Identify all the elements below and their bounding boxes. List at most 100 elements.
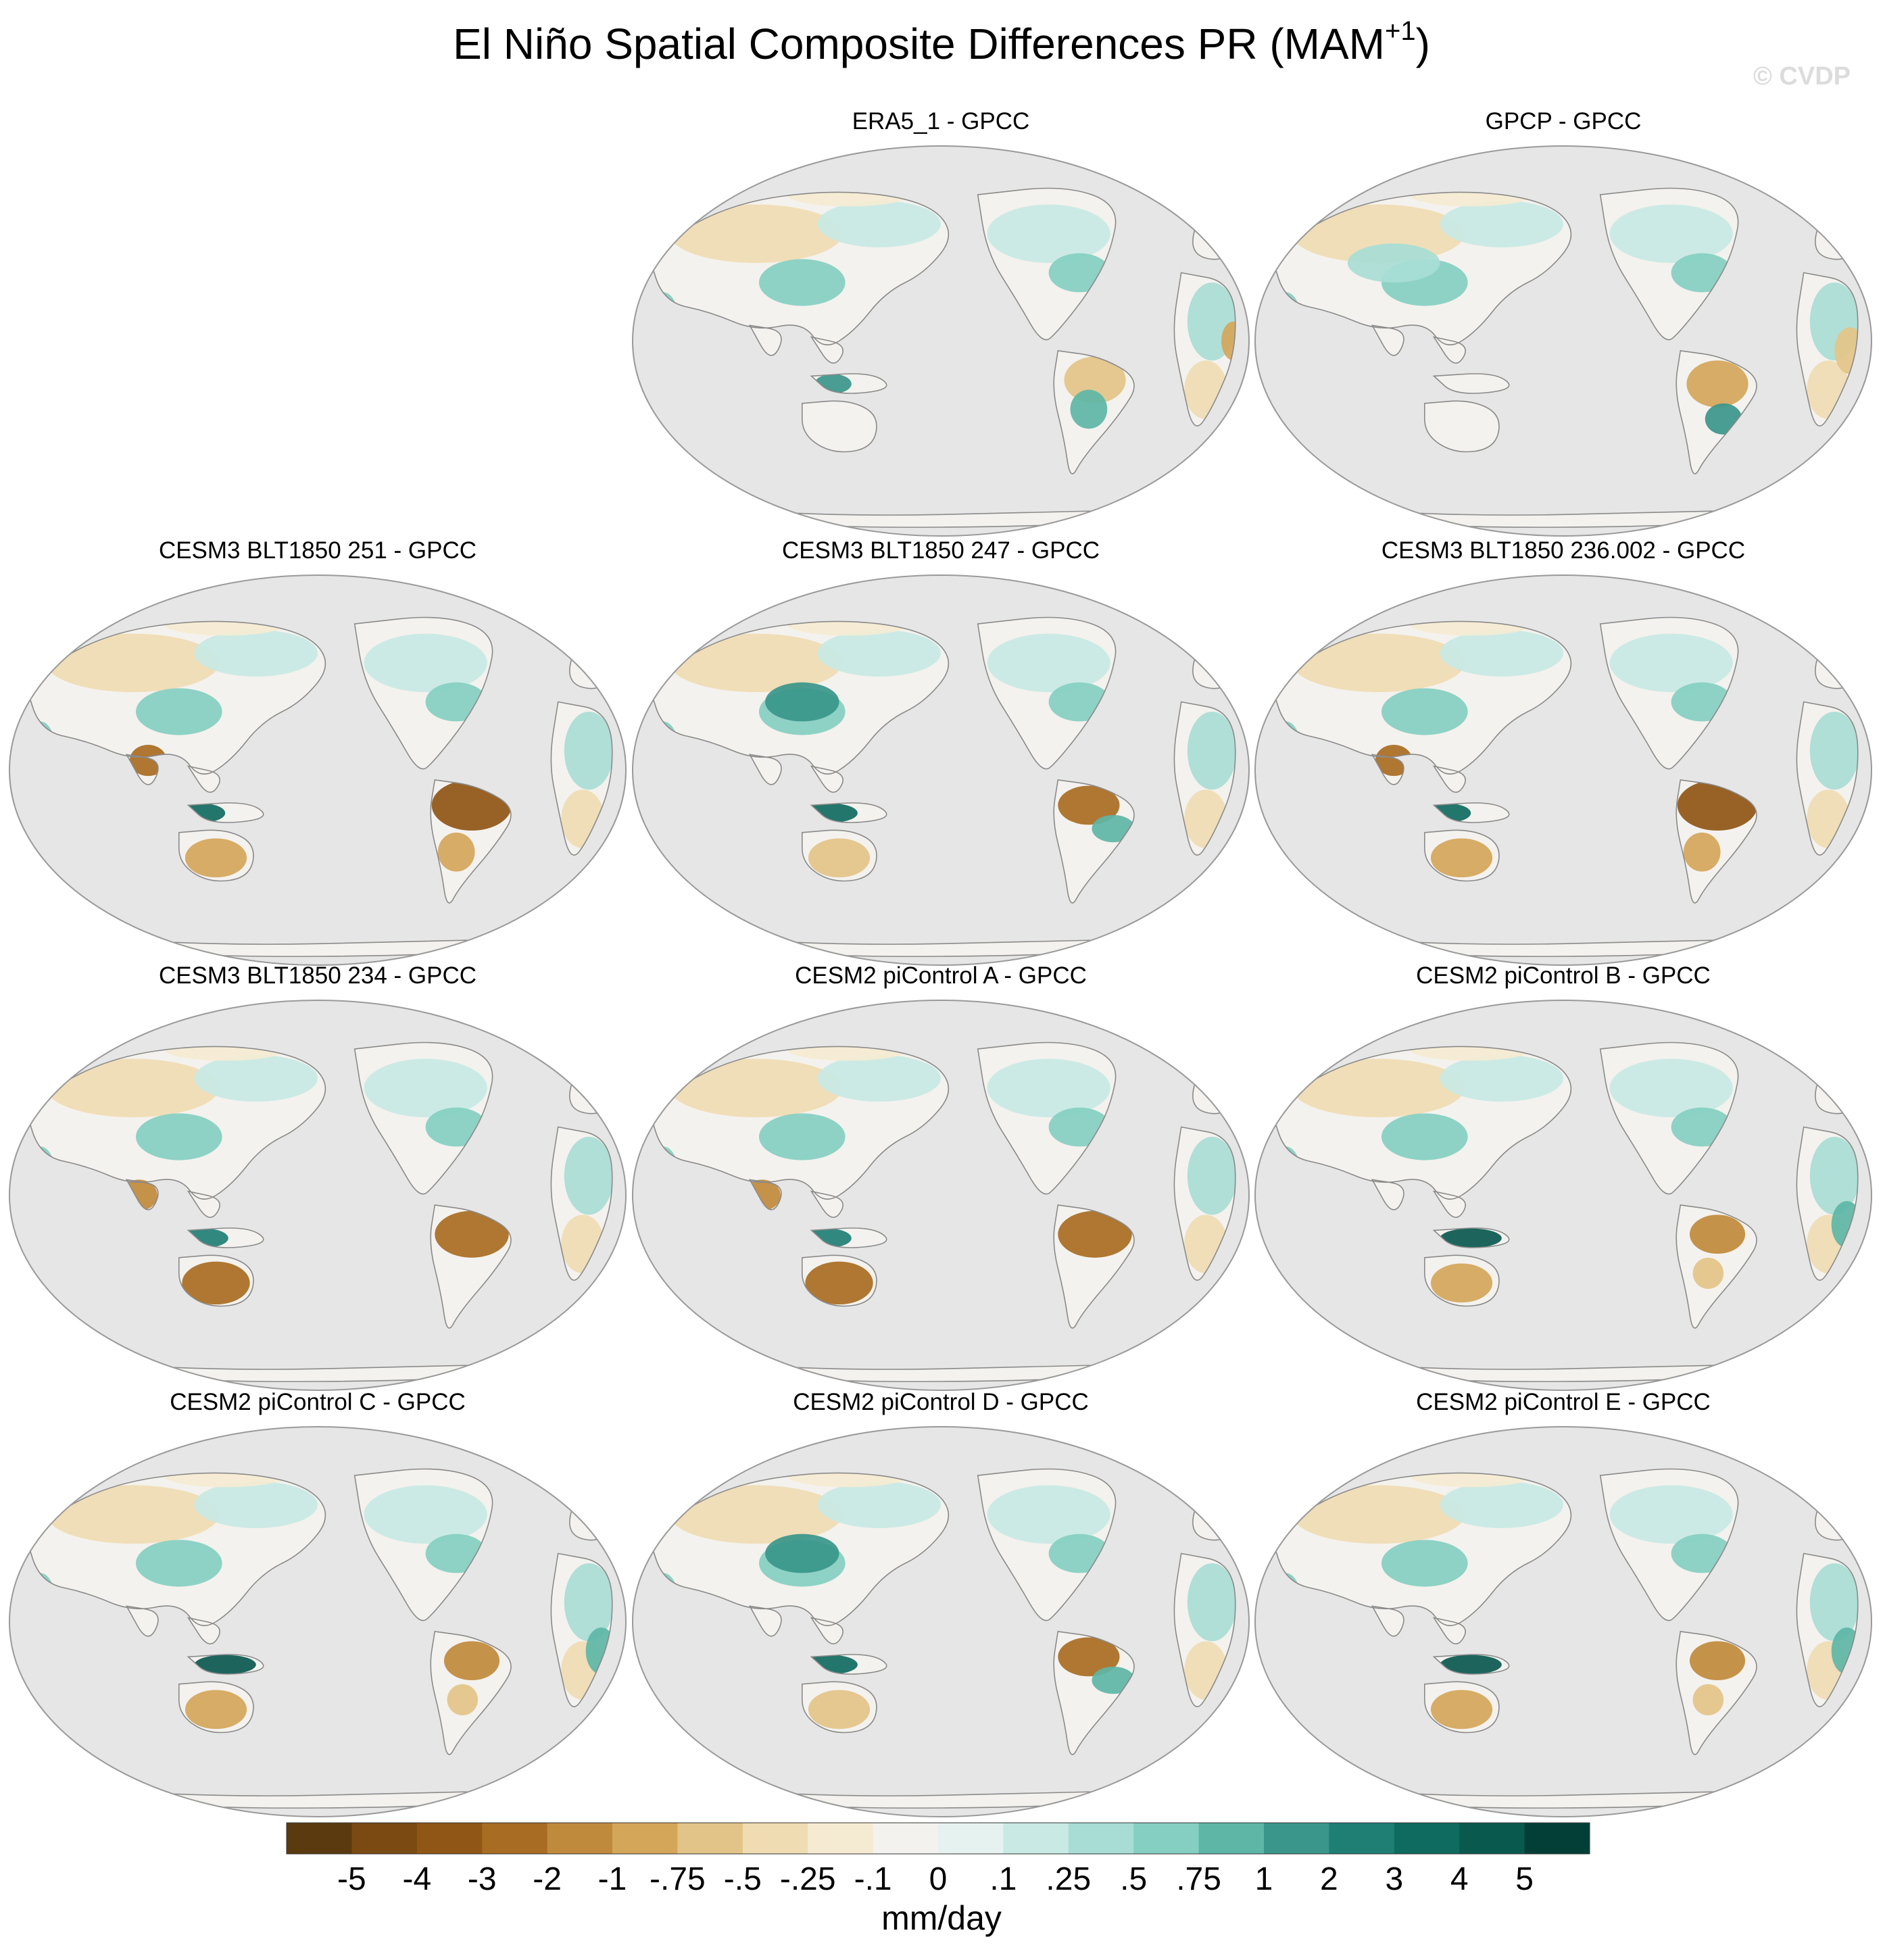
colorbar-tick-label: -4 [402, 1861, 432, 1897]
colorbar-tick-label: -.75 [650, 1861, 706, 1897]
colorbar-tick-label: -1 [597, 1861, 627, 1897]
map-panel: CESM3 BLT1850 236.002 - GPCC [1252, 537, 1874, 968]
coastline-maritime [810, 373, 887, 394]
world-map [1254, 574, 1872, 966]
coastline-india [1371, 324, 1404, 356]
coastline-india [125, 754, 159, 785]
map-frame [1254, 1426, 1872, 1817]
coastline-asia [647, 191, 950, 346]
coastline-asia [1269, 191, 1572, 346]
panel-title: CESM3 BLT1850 247 - GPCC [781, 537, 1100, 564]
colorbar-tick-label: -.1 [854, 1861, 892, 1897]
coastline-seasia [187, 765, 220, 793]
panel-title: GPCP - GPCC [1485, 108, 1642, 134]
colorbar-tick-label: -5 [337, 1861, 366, 1897]
map-frame [1254, 1000, 1872, 1391]
colorbar-tick-label: 4 [1450, 1861, 1469, 1897]
coastline-seasia [1432, 336, 1466, 364]
coastline-samerica [1053, 779, 1135, 904]
coastline-africa [550, 1552, 613, 1707]
coastline-seasia [1432, 1190, 1466, 1218]
coastline-seasia [187, 1617, 220, 1644]
colorbar-box [287, 1823, 352, 1854]
colorbar-tick-label: 3 [1385, 1861, 1404, 1897]
map-frame [9, 1426, 627, 1817]
colorbar-tick-label: 2 [1320, 1861, 1338, 1897]
coastline-namerica [1599, 1468, 1739, 1621]
coastline-india [125, 1605, 159, 1637]
coastline-maritime [1432, 802, 1510, 823]
coastline-samerica [1676, 779, 1757, 904]
colorbar-tick-label: -2 [533, 1861, 562, 1897]
coastline-namerica [1599, 616, 1739, 770]
coastline-india [1371, 1179, 1404, 1210]
colorbar-box [938, 1823, 1004, 1854]
coastline-india [748, 1179, 782, 1210]
coastline-namerica [353, 616, 493, 770]
colorbar-box [547, 1823, 613, 1854]
coastline-maritime [810, 1654, 887, 1675]
coastline-asia [1269, 620, 1572, 775]
panel-title: CESM2 piControl D - GPCC [793, 1389, 1089, 1415]
coastline-asia [24, 620, 326, 775]
colorbar-box [1198, 1823, 1265, 1854]
map-panel: ERA5_1 - GPCC [630, 108, 1252, 539]
figure-title: El Niño Spatial Composite Differences PR… [453, 16, 1430, 68]
map-frame [632, 145, 1250, 537]
panel-title: CESM2 piControl A - GPCC [795, 962, 1087, 989]
coastline-africa [550, 1126, 613, 1281]
coastline-australia [178, 1254, 254, 1307]
coastline-seasia [810, 336, 843, 364]
ocean [1255, 575, 1872, 965]
coastline-africa [1796, 1126, 1859, 1281]
coastline-samerica [1053, 350, 1135, 474]
coastline-africa [1173, 701, 1236, 856]
coastline-seasia [810, 765, 843, 793]
colorbar-box [351, 1823, 418, 1854]
colorbar-box [1068, 1823, 1134, 1854]
coastline-australia [802, 1681, 877, 1734]
ocean [633, 1427, 1249, 1817]
map-panel: CESM3 BLT1850 247 - GPCC [630, 537, 1252, 968]
coastline-samerica [430, 779, 512, 904]
colorbar-box [482, 1823, 548, 1854]
coastline-australia [1424, 1254, 1500, 1307]
colorbar-tick-label: .75 [1176, 1861, 1221, 1897]
map-frame [632, 574, 1250, 966]
map-panel: CESM3 BLT1850 234 - GPCC [7, 962, 629, 1393]
coastline-australia [178, 1681, 254, 1734]
coastline-namerica [977, 187, 1117, 341]
colorbar-box [1524, 1823, 1590, 1854]
coastline-maritime [1432, 373, 1510, 394]
coastline-australia [178, 829, 254, 882]
world-map [1254, 1000, 1872, 1391]
panel-title: CESM3 BLT1850 236.002 - GPCC [1381, 537, 1746, 564]
watermark: © CVDP [1753, 62, 1851, 91]
coastline-asia [24, 1472, 326, 1627]
coastline-maritime [187, 1227, 264, 1248]
coastline-australia [802, 1254, 877, 1307]
colorbar-outline [286, 1822, 1590, 1855]
colorbar-tick-label: .1 [989, 1861, 1017, 1897]
map-panel: CESM3 BLT1850 251 - GPCC [7, 537, 629, 968]
coastline-africa [1173, 272, 1236, 426]
ocean [633, 146, 1249, 536]
map-panel: CESM2 piControl C - GPCC [7, 1389, 629, 1819]
coastline-seasia [810, 1190, 843, 1218]
colorbar-box [742, 1823, 808, 1854]
panel-title: CESM2 piControl C - GPCC [170, 1389, 466, 1415]
map-frame [9, 1000, 627, 1391]
colorbar-box [808, 1823, 874, 1854]
colorbar-box [1459, 1823, 1525, 1854]
map-panel: GPCP - GPCC [1252, 108, 1874, 539]
coastline-asia [1269, 1046, 1572, 1200]
ocean [1255, 146, 1872, 536]
coastline-samerica [1676, 350, 1757, 474]
coastline-maritime [1432, 1654, 1510, 1675]
coastline-samerica [1676, 1631, 1757, 1755]
coastline-namerica [977, 1042, 1117, 1195]
coastline-india [1371, 754, 1404, 785]
world-map [9, 574, 627, 966]
world-map [1254, 145, 1872, 537]
panel-title: ERA5_1 - GPCC [852, 108, 1030, 134]
